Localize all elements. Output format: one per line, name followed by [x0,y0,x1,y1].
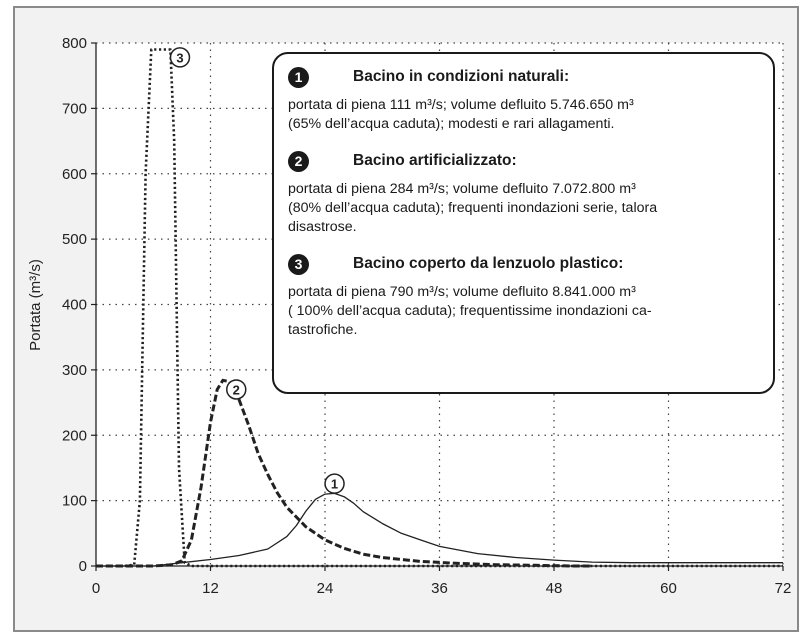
y-tick-label: 100 [62,493,87,510]
legend-description-2: portata di piena 284 m³/s; volume deflui… [288,180,759,237]
curve-number-badge [226,379,247,400]
x-tick-label: 36 [431,580,448,597]
legend-description-1: portata di piena 111 m³/s; volume deflui… [288,96,759,134]
legend-line: disastrose. [288,219,357,235]
curve-number-label: 3 [176,50,183,65]
y-tick-label: 500 [62,231,87,248]
legend-description-3: portata di piena 790 m³/s; volume deflui… [288,283,759,340]
x-tick-label: 60 [660,580,677,597]
legend-line: ( 100% dell’acqua caduta); frequentissim… [288,303,652,319]
legend-line: portata di piena 111 m³/s; volume deflui… [288,97,634,113]
curve-number-label: 1 [331,477,338,492]
y-tick-label: 200 [62,427,87,444]
legend-title-2: Bacino artificializzato: [353,152,517,169]
legend-line: portata di piena 284 m³/s; volume deflui… [288,181,636,197]
y-tick-label: 400 [62,297,87,314]
legend-line: tastrofiche. [288,322,358,338]
legend-entry-3: 3 Bacino coperto da lenzuolo plastico: p… [288,251,759,340]
y-tick-label: 800 [62,35,87,52]
series-line-1 [96,492,783,567]
y-tick-label: 600 [62,166,87,183]
series-line-3 [96,48,783,568]
series-line-2 [96,378,593,568]
legend-title-3: Bacino coperto da lenzuolo plastico: [353,255,624,272]
legend-number-badge-1: 1 [288,66,309,88]
curve-number-badge [169,47,191,68]
x-tick-label: 12 [202,580,219,597]
legend-title-1: Bacino in condizioni naturali: [353,68,570,85]
legend-line: portata di piena 790 m³/s; volume deflui… [288,284,636,300]
legend-box: 1 Bacino in condizioni naturali: portata… [272,52,775,394]
annotation-layer: 3 2 1 [169,47,345,494]
legend-number-badge-3: 3 [288,253,309,275]
legend-line: (80% dell’acqua caduta); frequenti inond… [288,200,658,216]
legend-entry-2: 2 Bacino artificializzato: portata di pi… [288,148,759,237]
curve-number-badge [324,473,345,494]
x-tick-label: 24 [317,580,334,597]
legend-number-badge-2: 2 [288,150,309,172]
y-tick-label: 0 [79,558,87,575]
y-tick-label: 700 [62,100,87,117]
series-layer [96,48,783,568]
x-tick-label: 0 [92,580,100,597]
x-tick-label: 72 [775,580,792,597]
y-axis-label: Portata (m³/s) [27,259,44,351]
legend-line: (65% dell’acqua caduta); modesti e rari … [288,116,615,132]
curve-number-label: 2 [233,382,240,397]
x-tick-label: 48 [546,580,563,597]
legend-entry-1: 1 Bacino in condizioni naturali: portata… [288,64,759,134]
y-tick-label: 300 [62,362,87,379]
